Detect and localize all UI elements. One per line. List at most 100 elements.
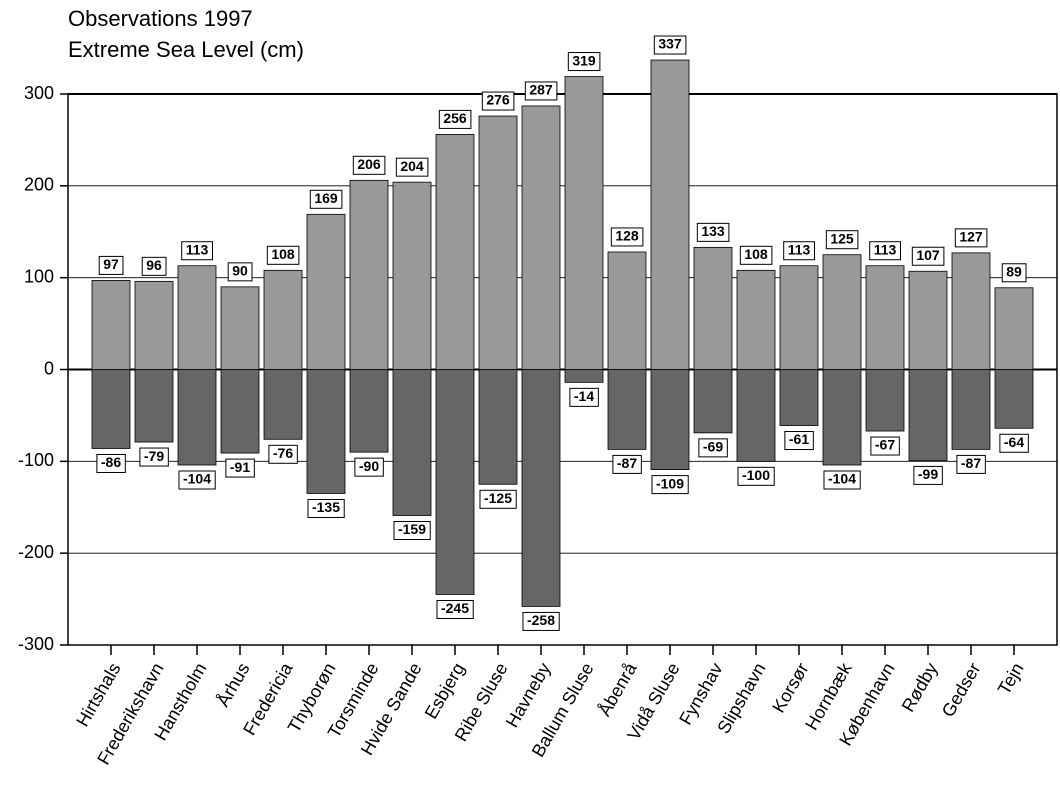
bar <box>220 286 260 370</box>
value-label-box <box>612 454 642 474</box>
value-label-box <box>954 228 988 248</box>
value-label: -135 <box>312 499 340 515</box>
bar <box>478 115 518 370</box>
bar <box>263 269 303 370</box>
value-label-box <box>307 498 345 518</box>
x-tick-label: Gedser <box>938 659 985 720</box>
value-label: -104 <box>828 471 856 487</box>
bar <box>478 369 518 485</box>
value-label-box <box>825 230 859 250</box>
value-label-box <box>1001 263 1027 283</box>
bar <box>349 369 389 453</box>
bar <box>435 134 475 370</box>
value-label: 89 <box>1006 263 1022 279</box>
value-label-box <box>869 241 902 261</box>
value-label-box <box>227 262 253 282</box>
bar <box>435 369 475 595</box>
value-label-box <box>524 81 558 101</box>
value-label-box <box>653 35 687 55</box>
value-label-box <box>181 241 214 261</box>
x-tick-label: Århus <box>213 659 254 710</box>
bar <box>865 265 905 370</box>
value-label-box <box>393 521 431 541</box>
value-label-box <box>956 454 986 474</box>
value-label: 319 <box>572 52 596 68</box>
bar <box>177 265 217 370</box>
value-label: -76 <box>273 445 293 461</box>
value-label: 169 <box>314 190 338 206</box>
value-label-box <box>436 599 474 619</box>
value-label-box <box>96 453 126 473</box>
value-label: -109 <box>656 475 684 491</box>
bar <box>91 280 131 370</box>
bar <box>822 369 862 466</box>
value-label: -87 <box>961 455 981 471</box>
y-tick-label: -100 <box>18 450 54 470</box>
value-label: 287 <box>529 82 553 98</box>
value-label: 113 <box>186 241 209 257</box>
bar <box>650 369 690 470</box>
value-label-box <box>823 470 861 490</box>
y-tick-label: 0 <box>44 358 54 378</box>
value-label-box <box>696 222 730 242</box>
value-label-box <box>266 245 300 265</box>
value-label-box <box>911 246 945 266</box>
value-label: 125 <box>830 230 854 246</box>
value-label-box <box>395 157 429 177</box>
value-label: 90 <box>232 263 248 279</box>
x-tick-label: Åbenrå <box>594 659 641 720</box>
value-label-box <box>481 91 515 111</box>
bar <box>650 59 690 370</box>
bar <box>564 369 604 383</box>
value-label: 204 <box>400 158 424 174</box>
value-label: 96 <box>146 257 162 273</box>
bar <box>822 254 862 370</box>
value-label-box <box>225 458 255 478</box>
bar <box>349 179 389 370</box>
value-label-box <box>438 109 472 129</box>
bar <box>392 369 432 516</box>
bar <box>134 369 174 443</box>
bar <box>220 369 260 454</box>
value-label: 113 <box>874 241 897 257</box>
value-label: -125 <box>484 490 512 506</box>
value-label: -67 <box>875 437 895 453</box>
x-tick-label: Korsør <box>768 659 812 716</box>
value-label: -159 <box>398 521 426 537</box>
bar <box>134 280 174 370</box>
chart-title: Observations 1997 <box>68 6 253 31</box>
value-label: 108 <box>744 246 768 262</box>
bar <box>607 369 647 450</box>
value-label-box <box>784 431 814 451</box>
bar <box>521 105 561 370</box>
value-label-box <box>522 611 560 631</box>
value-label: -87 <box>617 455 637 471</box>
y-tick-label: -300 <box>18 634 54 654</box>
bar <box>306 213 346 370</box>
value-label-box <box>913 465 943 485</box>
value-label-box <box>139 447 169 467</box>
value-label: -258 <box>527 612 555 628</box>
x-tick-label: Tejn <box>994 659 1028 698</box>
chart-subtitle: Extreme Sea Level (cm) <box>68 37 304 62</box>
value-label: -91 <box>230 459 250 475</box>
x-tick-label: Esbjerg <box>421 659 469 722</box>
bar <box>263 369 303 440</box>
value-label-box <box>141 256 167 276</box>
bar <box>994 369 1034 429</box>
value-label: -86 <box>101 454 121 470</box>
bar <box>865 369 905 432</box>
bar <box>564 76 604 370</box>
value-label: 107 <box>916 247 940 263</box>
value-label-box <box>354 457 384 477</box>
value-label: 113 <box>788 241 811 257</box>
value-label: -69 <box>703 439 723 455</box>
bar <box>908 270 948 370</box>
bar <box>91 369 131 449</box>
bar <box>779 369 819 426</box>
value-label: -245 <box>441 600 469 616</box>
bar <box>736 369 776 462</box>
bar <box>994 287 1034 370</box>
bar <box>779 265 819 370</box>
